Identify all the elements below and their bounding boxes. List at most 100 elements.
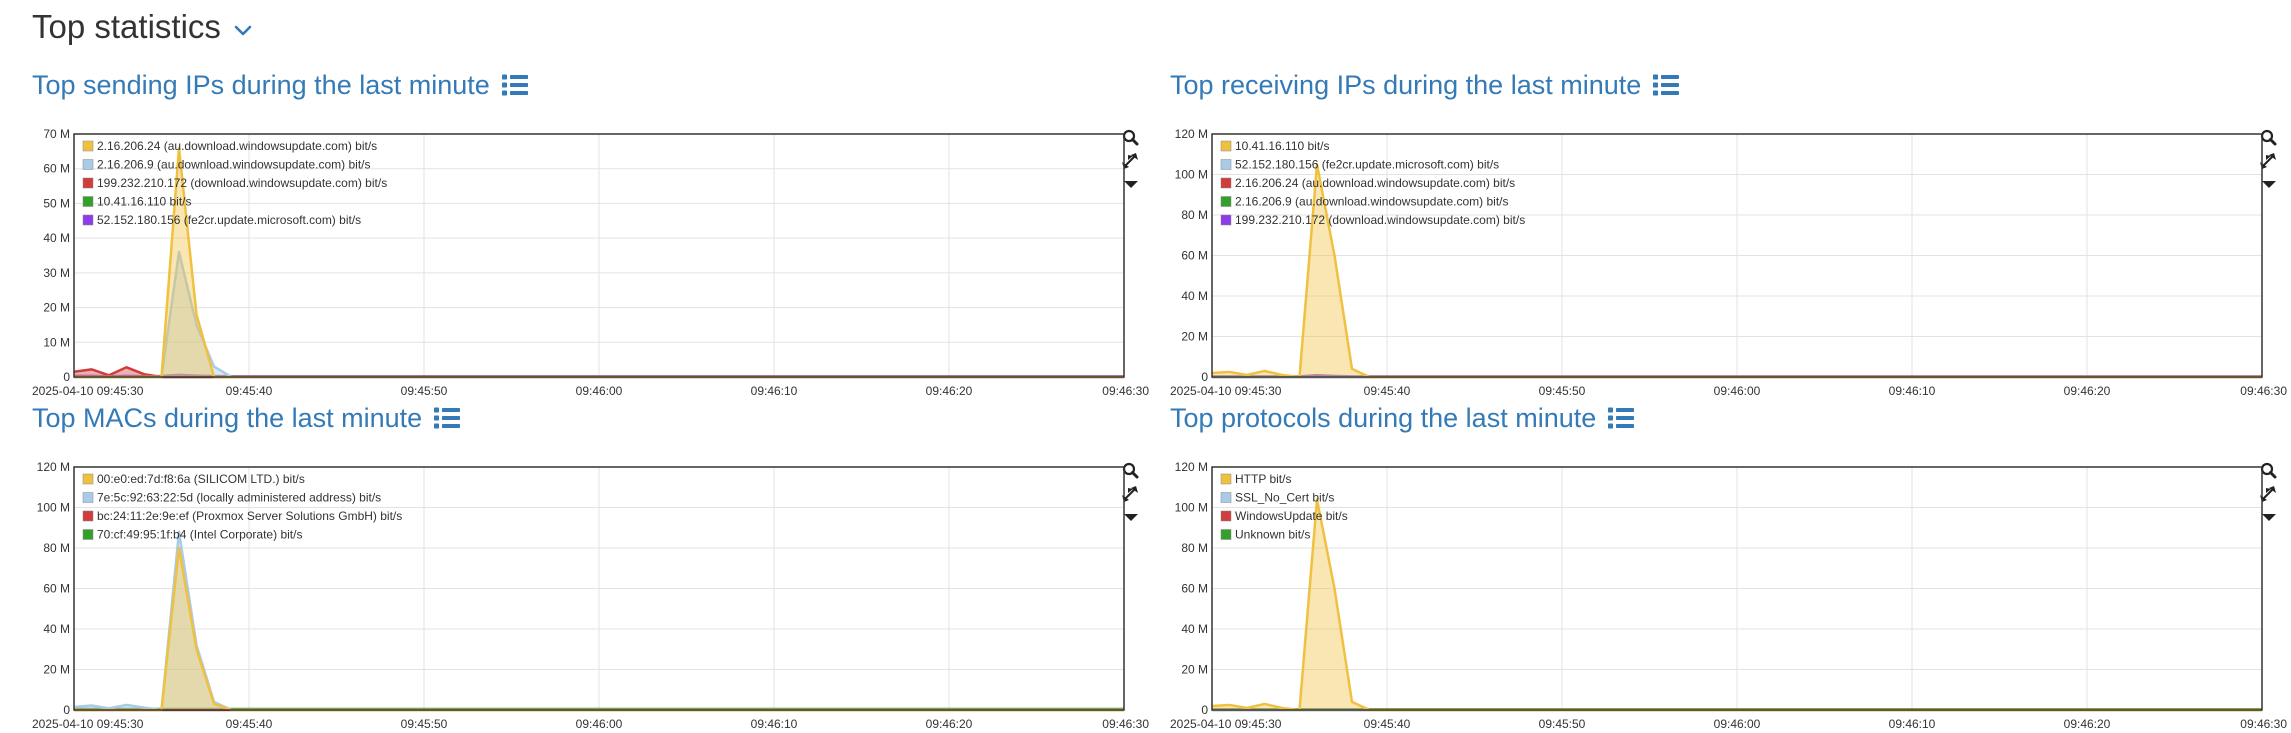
legend-swatch	[82, 492, 94, 503]
x-tick-label: 09:45:40	[226, 717, 273, 731]
y-tick-label: 80 M	[1181, 541, 1208, 555]
dropdown-icon[interactable]	[2258, 507, 2280, 527]
panel-title-row: Top protocols during the last minute	[1170, 401, 1635, 435]
x-tick-label: 09:46:30	[1102, 384, 1149, 398]
x-tick-label: 09:45:40	[226, 384, 273, 398]
y-tick-label: 100 M	[1175, 168, 1208, 182]
page-title: Top statistics	[32, 8, 221, 45]
dropdown-icon[interactable]	[1120, 174, 1142, 194]
legend-item[interactable]: 52.152.180.156 (fe2cr.update.microsoft.c…	[1235, 158, 1499, 172]
legend-item[interactable]: 7e:5c:92:63:22:5d (locally administered …	[97, 491, 381, 505]
dropdown-icon[interactable]	[2258, 174, 2280, 194]
legend-swatch	[82, 214, 94, 226]
legend-item[interactable]: 10.41.16.110 bit/s	[1235, 139, 1330, 153]
legend-swatch	[1220, 159, 1232, 170]
x-tick-label: 09:46:00	[576, 717, 623, 731]
y-tick-label: 120 M	[37, 460, 70, 474]
list-icon[interactable]	[501, 74, 528, 96]
legend-item[interactable]: HTTP bit/s	[1235, 472, 1291, 486]
legend-item[interactable]: 199.232.210.172 (download.windowsupdate.…	[1235, 213, 1525, 227]
y-tick-label: 60 M	[1181, 249, 1208, 263]
x-tick-label: 09:46:30	[1102, 717, 1149, 731]
legend-item[interactable]: 2.16.206.24 (au.download.windowsupdate.c…	[97, 139, 377, 153]
y-tick-label: 20 M	[43, 301, 70, 315]
x-tick-label: 09:46:20	[926, 384, 973, 398]
y-tick-label: 20 M	[1181, 330, 1208, 344]
page-header[interactable]: Top statistics	[32, 8, 253, 46]
x-tick-label: 2025-04-10 09:45:30	[32, 717, 144, 731]
legend-item[interactable]: 2.16.206.9 (au.download.windowsupdate.co…	[97, 158, 371, 172]
panel-title: Top MACs during the last minute	[32, 402, 423, 433]
legend-swatch	[1220, 510, 1232, 522]
x-tick-label: 09:46:20	[2064, 384, 2111, 398]
x-tick-label: 09:45:40	[1364, 717, 1411, 731]
list-icon[interactable]	[1653, 74, 1680, 96]
y-tick-label: 30 M	[43, 266, 70, 280]
legend-swatch	[82, 159, 94, 170]
x-tick-label: 09:45:40	[1364, 384, 1411, 398]
list-icon[interactable]	[434, 407, 461, 429]
legend-swatch	[1220, 196, 1232, 207]
legend-item[interactable]: SSL_No_Cert bit/s	[1235, 491, 1334, 505]
x-tick-label: 09:46:00	[1714, 384, 1761, 398]
legend-item[interactable]: 199.232.210.172 (download.windowsupdate.…	[97, 176, 387, 190]
area-chart: 0 20 M 40 M 60 M 80 M 100 M 120 M 2025-04-10 09…	[1170, 127, 2287, 398]
series-area	[74, 548, 1124, 710]
x-tick-label: 09:46:30	[2240, 384, 2287, 398]
x-tick-label: 09:46:10	[751, 717, 798, 731]
legend-swatch	[82, 196, 94, 207]
legend-swatch	[1220, 177, 1232, 189]
panel-title: Top receiving IPs during the last minute	[1170, 69, 1642, 100]
y-tick-label: 0	[63, 370, 70, 384]
y-tick-label: 60 M	[43, 582, 70, 596]
dropdown-icon[interactable]	[1120, 507, 1142, 527]
x-tick-label: 09:46:10	[1889, 384, 1936, 398]
legend-swatch	[82, 529, 94, 540]
series-area	[74, 252, 1124, 377]
x-tick-label: 2025-04-10 09:45:30	[1170, 717, 1282, 731]
legend-item[interactable]: Unknown bit/s	[1235, 528, 1310, 542]
legend-item[interactable]: 52.152.180.156 (fe2cr.update.microsoft.c…	[97, 213, 361, 227]
panel-top-sending-ips: Top sending IPs during the last minute 0 1…	[32, 68, 1172, 399]
legend-item[interactable]: 10.41.16.110 bit/s	[97, 195, 192, 209]
y-tick-label: 20 M	[43, 663, 70, 677]
series-area	[1212, 164, 2262, 377]
x-tick-label: 2025-04-10 09:45:30	[1170, 384, 1282, 398]
legend-item[interactable]: 00:e0:ed:7d:f8:6a (SILICOM LTD.) bit/s	[97, 472, 305, 486]
panel-title-row: Top sending IPs during the last minute	[32, 68, 528, 102]
y-tick-label: 20 M	[1181, 663, 1208, 677]
x-tick-label: 09:46:10	[1889, 717, 1936, 731]
y-tick-label: 40 M	[1181, 622, 1208, 636]
legend-swatch	[82, 510, 94, 522]
panel-top-receiving-ips: Top receiving IPs during the last minute…	[1170, 68, 2291, 399]
legend-item[interactable]: WindowsUpdate bit/s	[1235, 509, 1348, 523]
legend-swatch	[1220, 473, 1232, 485]
y-tick-label: 120 M	[1175, 460, 1208, 474]
legend-item[interactable]: 70:cf:49:95:1f:b4 (Intel Corporate) bit/…	[97, 528, 302, 542]
y-tick-label: 100 M	[37, 501, 70, 515]
y-tick-label: 0	[1201, 703, 1208, 717]
legend-item[interactable]: 2.16.206.9 (au.download.windowsupdate.co…	[1235, 195, 1509, 209]
legend-item[interactable]: 2.16.206.24 (au.download.windowsupdate.c…	[1235, 176, 1515, 190]
plot-frame	[73, 466, 1125, 711]
plot-frame	[73, 133, 1125, 378]
area-chart: 0 20 M 40 M 60 M 80 M 100 M 120 M 2025-04-10 09…	[32, 460, 1149, 731]
compress-icon[interactable]	[2258, 151, 2280, 171]
x-tick-label: 09:46:30	[2240, 717, 2287, 731]
list-icon[interactable]	[1608, 407, 1635, 429]
area-chart: 0 20 M 40 M 60 M 80 M 100 M 120 M 2025-04-10 09…	[1170, 460, 2287, 731]
panel-top-protocols: Top protocols during the last minute 0 20 …	[1170, 401, 2291, 732]
legend-item[interactable]: bc:24:11:2e:9e:ef (Proxmox Server Soluti…	[97, 509, 402, 523]
x-tick-label: 09:45:50	[401, 384, 448, 398]
legend-swatch	[82, 140, 94, 152]
legend-swatch	[1220, 492, 1232, 503]
x-tick-label: 2025-04-10 09:45:30	[32, 384, 144, 398]
y-tick-label: 60 M	[43, 162, 70, 176]
y-tick-label: 80 M	[43, 541, 70, 555]
area-chart: 0 10 M 20 M 30 M 40 M 50 M 60 M 70 M 2025-04-10 …	[32, 127, 1149, 398]
y-tick-label: 70 M	[43, 127, 70, 141]
panel-title: Top protocols during the last minute	[1170, 402, 1597, 433]
chevron-down-icon[interactable]	[233, 23, 253, 37]
x-tick-label: 09:46:10	[751, 384, 798, 398]
legend-swatch	[82, 177, 94, 189]
